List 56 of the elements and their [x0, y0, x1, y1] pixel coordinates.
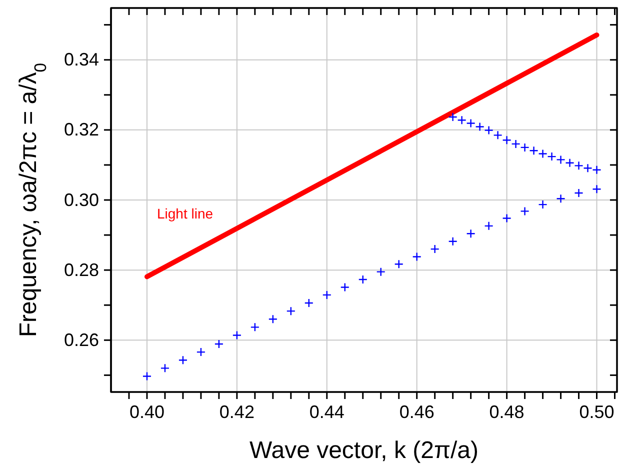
point: [250, 322, 260, 332]
point: [574, 161, 584, 170]
point: [592, 165, 602, 174]
point: [376, 267, 386, 276]
point: [502, 135, 512, 145]
point: [178, 356, 188, 365]
point: [502, 214, 512, 223]
point: [556, 155, 566, 164]
x-tick-label: 0.40: [129, 402, 165, 422]
point: [592, 184, 602, 194]
x-tick-label: 0.46: [399, 402, 434, 422]
point: [466, 229, 476, 238]
point: [538, 149, 548, 158]
y-tick-label: 0.30: [64, 190, 99, 210]
x-axis-title: Wave vector, k (2π/a): [249, 437, 479, 464]
point: [484, 126, 494, 135]
point: [394, 260, 404, 269]
point: [538, 200, 548, 210]
series-label: Light line: [156, 206, 214, 222]
point: [214, 339, 224, 349]
point: [448, 112, 458, 122]
point: [556, 194, 566, 204]
point: [232, 330, 242, 340]
point: [358, 274, 368, 284]
point: [430, 244, 440, 254]
point: [448, 236, 458, 246]
point: [457, 116, 466, 125]
point: [520, 142, 530, 152]
point: [196, 347, 206, 357]
y-tick-label: 0.32: [64, 120, 99, 140]
point: [286, 306, 296, 316]
x-tick-label: 0.50: [579, 402, 614, 422]
x-tick-label: 0.48: [489, 402, 524, 422]
point: [340, 282, 350, 292]
point: [583, 164, 592, 173]
point: [412, 252, 422, 262]
x-tick-label: 0.44: [309, 402, 344, 422]
point: [511, 139, 520, 149]
point: [322, 290, 332, 300]
y-tick-label: 0.28: [64, 260, 99, 280]
point: [520, 206, 530, 216]
point: [304, 298, 314, 308]
point: [475, 122, 484, 132]
point: [547, 152, 556, 162]
point: [484, 221, 494, 231]
y-tick-label: 0.26: [64, 330, 99, 350]
x-tick-label: 0.42: [219, 402, 254, 422]
point: [142, 372, 152, 381]
point: [466, 118, 476, 128]
point: [574, 188, 584, 198]
point: [565, 158, 574, 168]
point: [493, 130, 502, 140]
point: [529, 146, 538, 156]
y-tick-label: 0.34: [64, 50, 99, 70]
point: [160, 364, 170, 373]
point: [268, 314, 278, 324]
